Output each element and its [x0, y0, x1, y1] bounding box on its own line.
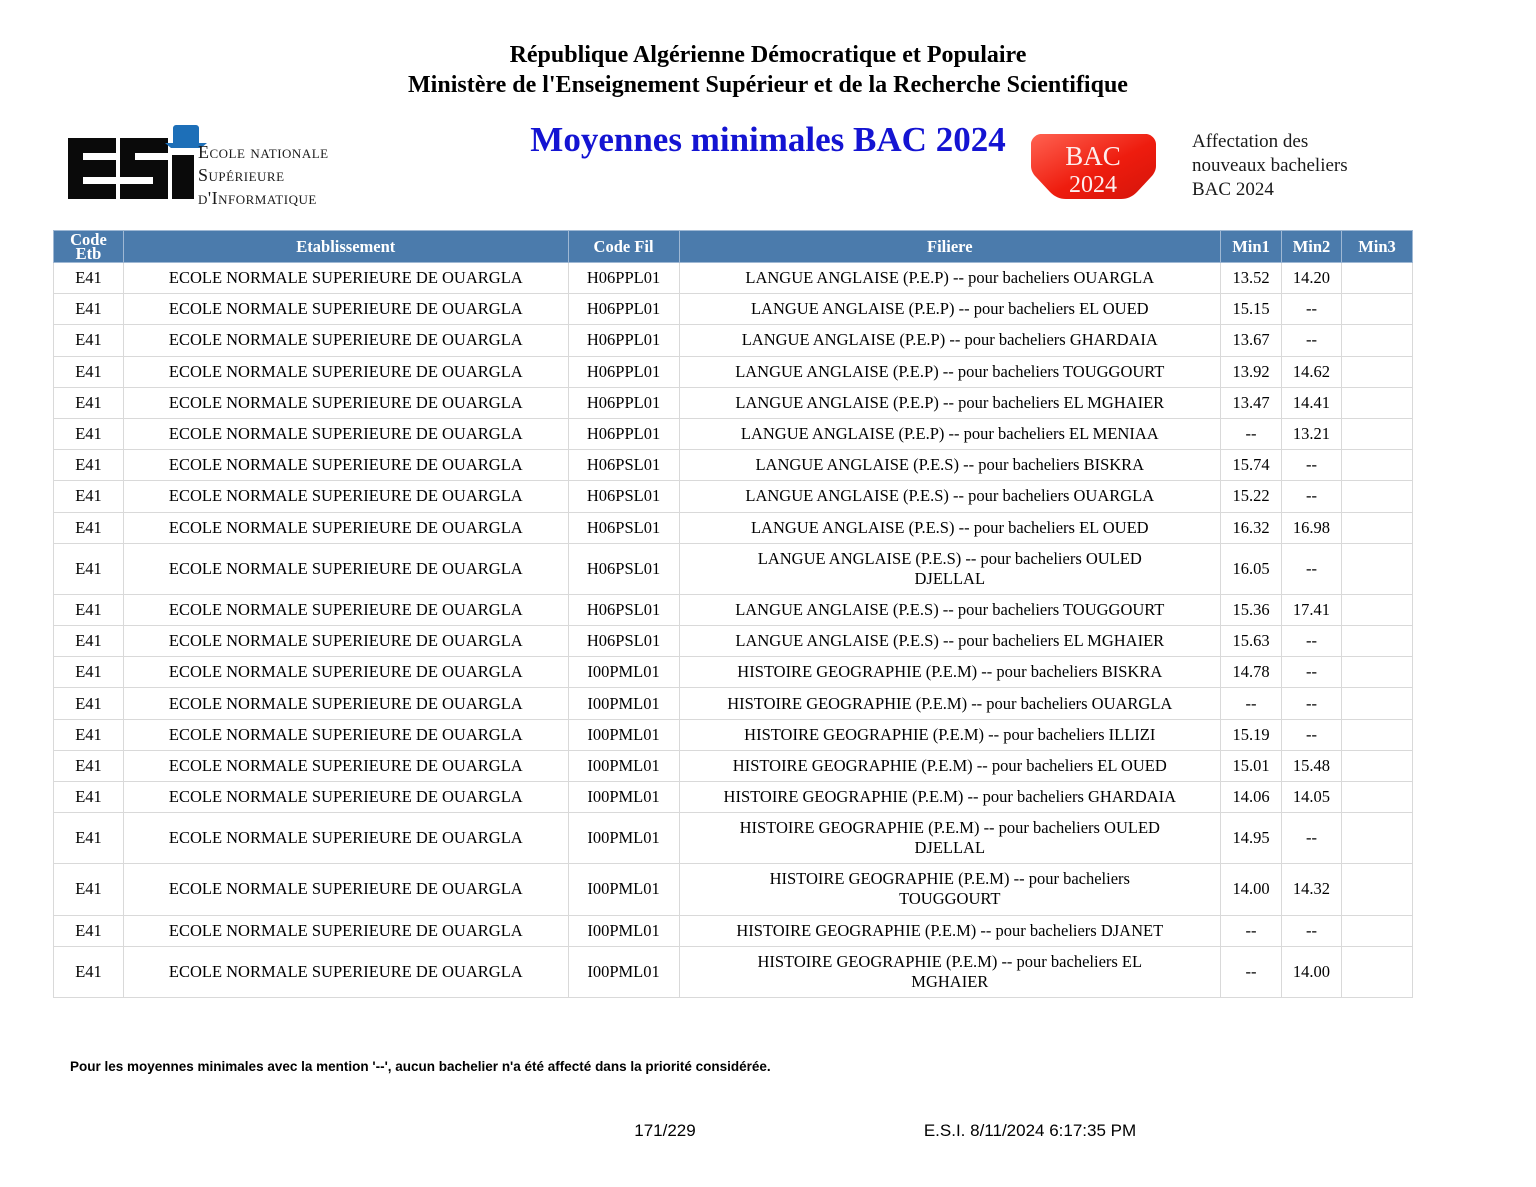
svg-text:BAC: BAC — [1065, 141, 1121, 171]
svg-text:2024: 2024 — [1069, 172, 1117, 198]
